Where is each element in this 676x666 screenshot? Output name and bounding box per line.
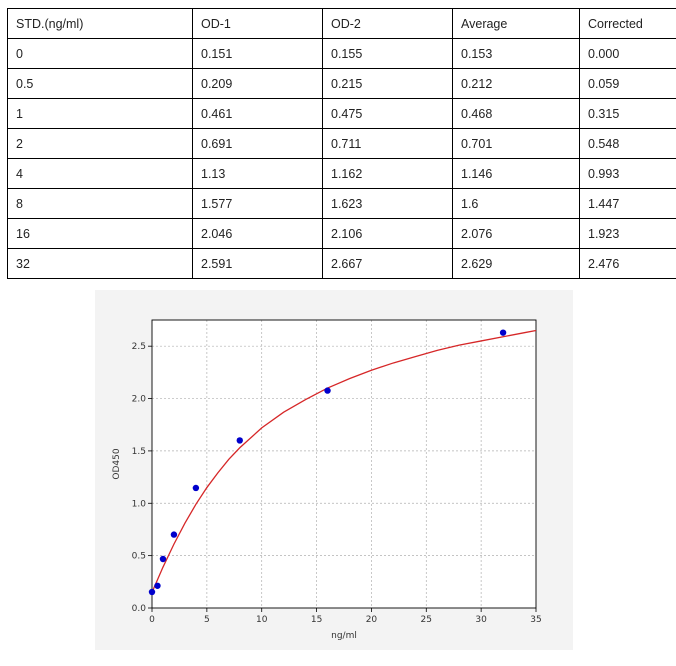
- table-cell: 0: [7, 38, 193, 69]
- table-row: 8 1.577 1.623 1.6 1.447: [7, 188, 676, 219]
- standard-table: STD.(ng/ml) OD-1 OD-2 Average Corrected 0 0.15…: [7, 8, 676, 279]
- y-tick-label: 2.5: [132, 342, 146, 352]
- table-cell: 0.5: [7, 68, 193, 99]
- table-cell: 1.623: [322, 188, 453, 219]
- data-point: [236, 437, 243, 444]
- table-cell: 0.215: [322, 68, 453, 99]
- table-cell: 2.591: [192, 248, 323, 279]
- data-point: [148, 588, 156, 596]
- x-tick-label: 35: [530, 615, 541, 625]
- x-tick-label: 10: [256, 615, 268, 625]
- table-cell: 0.000: [579, 38, 676, 69]
- table-cell: 1.577: [192, 188, 323, 219]
- table-row: 0 0.151 0.155 0.153 0.000: [7, 38, 676, 69]
- y-tick-label: 1.0: [132, 499, 147, 509]
- table-cell: 0.151: [192, 38, 323, 69]
- table-cell: 0.315: [579, 98, 676, 129]
- table-cell: 2: [7, 128, 193, 159]
- table-cell: 0.212: [452, 68, 580, 99]
- table-header-row: STD.(ng/ml) OD-1 OD-2 Average Corrected: [7, 8, 676, 39]
- x-axis-title: ng/ml: [331, 631, 357, 641]
- table-cell: 1.6: [452, 188, 580, 219]
- table-cell: 0.153: [452, 38, 580, 69]
- data-point: [192, 484, 200, 492]
- data-point: [170, 531, 178, 538]
- table-cell: 1: [7, 98, 193, 129]
- table-cell: 2.076: [452, 218, 580, 249]
- x-tick-label: 5: [204, 615, 210, 625]
- table-cell: 4: [7, 158, 193, 189]
- table-row: 0.5 0.209 0.215 0.212 0.059: [7, 68, 676, 99]
- x-tick-label: 0: [149, 615, 155, 625]
- standard-curve-figure: 0 5 10 15 20 25 30 35 0.0 0.5 1.0 1.5 2.0 2.5 ng/ml OD4…: [95, 290, 573, 650]
- table-cell: 1.447: [579, 188, 676, 219]
- table-cell: 2.667: [322, 248, 453, 279]
- plot-frame: [151, 319, 537, 609]
- table-cell: 1.162: [322, 158, 453, 189]
- y-tick-label: 0.0: [132, 604, 147, 614]
- x-tick-label: 15: [311, 615, 322, 625]
- table-cell: 1.923: [579, 218, 676, 249]
- table-cell: 1.13: [192, 158, 323, 189]
- table-cell: 0.475: [322, 98, 453, 129]
- table-row: 4 1.13 1.162 1.146 0.993: [7, 158, 676, 189]
- fit-curve-line: [151, 329, 537, 593]
- table-cell: 0.209: [192, 68, 323, 99]
- table-cell: 0.691: [192, 128, 323, 159]
- data-point: [499, 329, 507, 336]
- table-cell: 0.461: [192, 98, 323, 129]
- table-cell: 1.146: [452, 158, 580, 189]
- table-row: 32 2.591 2.667 2.629 2.476: [7, 248, 676, 279]
- table-cell: 0.155: [322, 38, 453, 69]
- data-point: [154, 582, 161, 589]
- x-tick-label: 25: [421, 615, 432, 625]
- table-cell: 0.548: [579, 128, 676, 159]
- table-cell: 32: [7, 248, 193, 279]
- table-cell: 0.993: [579, 158, 676, 189]
- y-axis-title: OD450: [112, 448, 122, 479]
- table-cell: 8: [7, 188, 193, 219]
- x-tick-label: 30: [475, 615, 487, 625]
- data-point: [324, 387, 331, 394]
- x-tick-label: 20: [366, 615, 378, 625]
- table-cell: 2.106: [322, 218, 453, 249]
- column-header: OD-1: [192, 8, 323, 39]
- table-cell: 0.468: [452, 98, 580, 129]
- table-cell: 0.701: [452, 128, 580, 159]
- data-point: [159, 555, 167, 563]
- plot-area: [152, 320, 536, 608]
- table-cell: 2.629: [452, 248, 580, 279]
- column-header: Average: [452, 8, 580, 39]
- table-cell: 0.059: [579, 68, 676, 99]
- column-header: STD.(ng/ml): [7, 8, 193, 39]
- table-cell: 0.711: [322, 128, 453, 159]
- y-tick-label: 2.0: [132, 395, 147, 405]
- table-row: 2 0.691 0.711 0.701 0.548: [7, 128, 676, 159]
- table-cell: 2.046: [192, 218, 323, 249]
- table-row: 16 2.046 2.106 2.076 1.923: [7, 218, 676, 249]
- standard-curve-chart: 0 5 10 15 20 25 30 35 0.0 0.5 1.0 1.5 2.0 2.5 ng/ml OD4…: [112, 319, 542, 641]
- table-cell: 16: [7, 218, 193, 249]
- column-header: Corrected: [579, 8, 676, 39]
- table-cell: 2.476: [579, 248, 676, 279]
- y-tick-label: 1.5: [132, 447, 146, 457]
- column-header: OD-2: [322, 8, 453, 39]
- table-row: 1 0.461 0.475 0.468 0.315: [7, 98, 676, 129]
- y-tick-label: 0.5: [132, 552, 146, 562]
